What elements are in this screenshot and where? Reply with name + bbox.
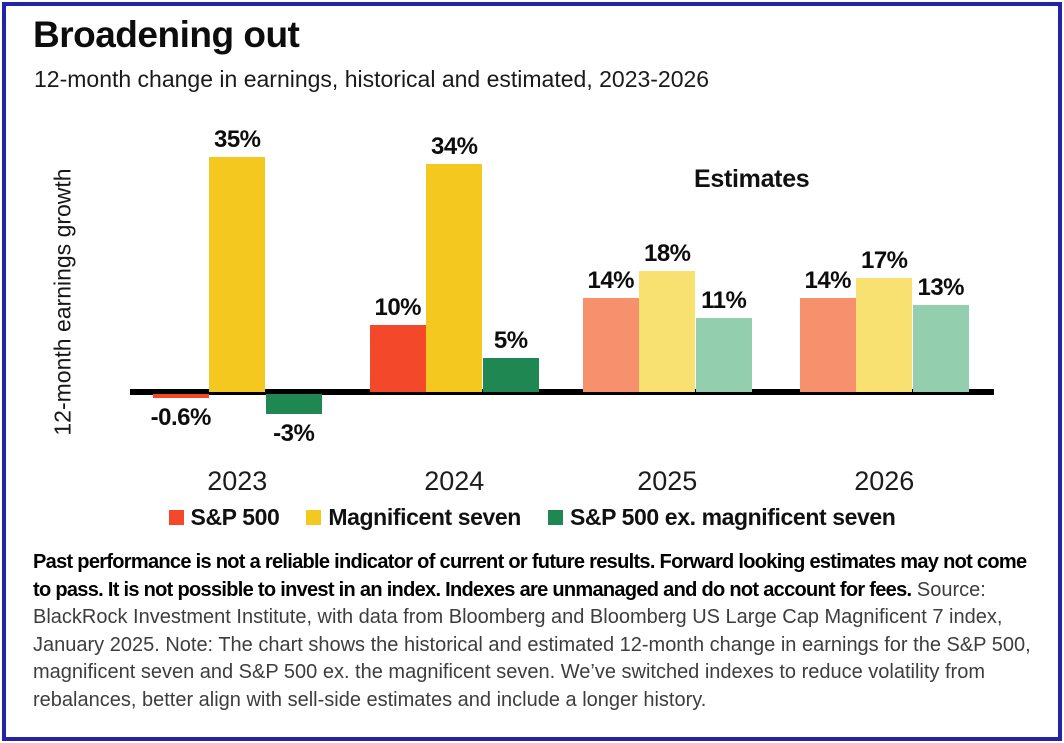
bar-2026-magnificent-seven xyxy=(856,277,912,392)
source-note-text: Source: BlackRock Investment Institute, … xyxy=(33,578,1031,711)
bar-2025-magnificent-seven xyxy=(639,271,695,392)
bar-value-label: 14% xyxy=(804,267,852,294)
y-axis-label: 12-month earnings growth xyxy=(49,168,76,436)
bar-value-label: 5% xyxy=(493,327,528,355)
bar-2023-s-p-500 xyxy=(152,394,209,399)
footnote: Past performance is not a reliable indic… xyxy=(33,549,1039,714)
bar-value-label: -0.6% xyxy=(150,404,212,432)
bar-value-label: 35% xyxy=(213,126,261,153)
legend-item-sp500: S&P 500 xyxy=(168,504,280,531)
legend-item-sp500-ex-mag7: S&P 500 ex. magnificent seven xyxy=(547,504,896,531)
legend-label-magnificent-seven: Magnificent seven xyxy=(328,504,521,530)
bar-2024-magnificent-seven xyxy=(426,163,482,392)
x-axis-line xyxy=(130,389,994,395)
bar-2026-s-p-500-ex-magnificent-seven xyxy=(912,304,969,392)
x-axis-tick-label: 2025 xyxy=(637,466,698,496)
bar-2024-s-p-500 xyxy=(369,324,426,392)
bar-2023-magnificent-seven xyxy=(209,157,265,392)
x-axis-tick-label: 2026 xyxy=(854,466,915,496)
legend-swatch-sp500 xyxy=(168,510,184,525)
bar-value-label: -3% xyxy=(273,420,315,448)
bar-value-label: 11% xyxy=(701,287,747,315)
bar-value-label: 13% xyxy=(917,273,965,301)
legend-item-magnificent-seven: Magnificent seven xyxy=(306,504,521,531)
bar-2023-s-p-500-ex-magnificent-seven xyxy=(265,394,322,415)
legend-label-sp500: S&P 500 xyxy=(190,504,280,530)
bar-2025-s-p-500 xyxy=(582,298,639,392)
bar-2026-s-p-500 xyxy=(799,298,856,392)
x-axis-tick-label: 2023 xyxy=(207,466,268,496)
legend-swatch-magnificent-seven xyxy=(306,510,322,525)
disclaimer-text: Past performance is not a reliable indic… xyxy=(33,551,1027,601)
estimates-annotation: Estimates xyxy=(694,165,810,193)
chart-subtitle: 12-month change in earnings, historical … xyxy=(34,66,710,92)
bar-2025-s-p-500-ex-magnificent-seven xyxy=(695,318,752,392)
legend-label-sp500-ex-mag7: S&P 500 ex. magnificent seven xyxy=(569,504,896,530)
bar-value-label: 10% xyxy=(374,293,422,321)
bar-value-label: 18% xyxy=(643,240,691,268)
legend-swatch-sp500-ex-mag7 xyxy=(547,510,563,525)
bar-value-label: 14% xyxy=(587,267,635,294)
bar-value-label: 34% xyxy=(430,132,478,160)
x-axis-tick-label: 2024 xyxy=(424,466,485,496)
bar-value-label: 17% xyxy=(860,246,908,274)
chart-title: Broadening out xyxy=(33,14,300,55)
chart-legend: S&P 500 Magnificent seven S&P 500 ex. ma… xyxy=(0,504,1064,531)
bar-2024-s-p-500-ex-magnificent-seven xyxy=(482,358,539,392)
